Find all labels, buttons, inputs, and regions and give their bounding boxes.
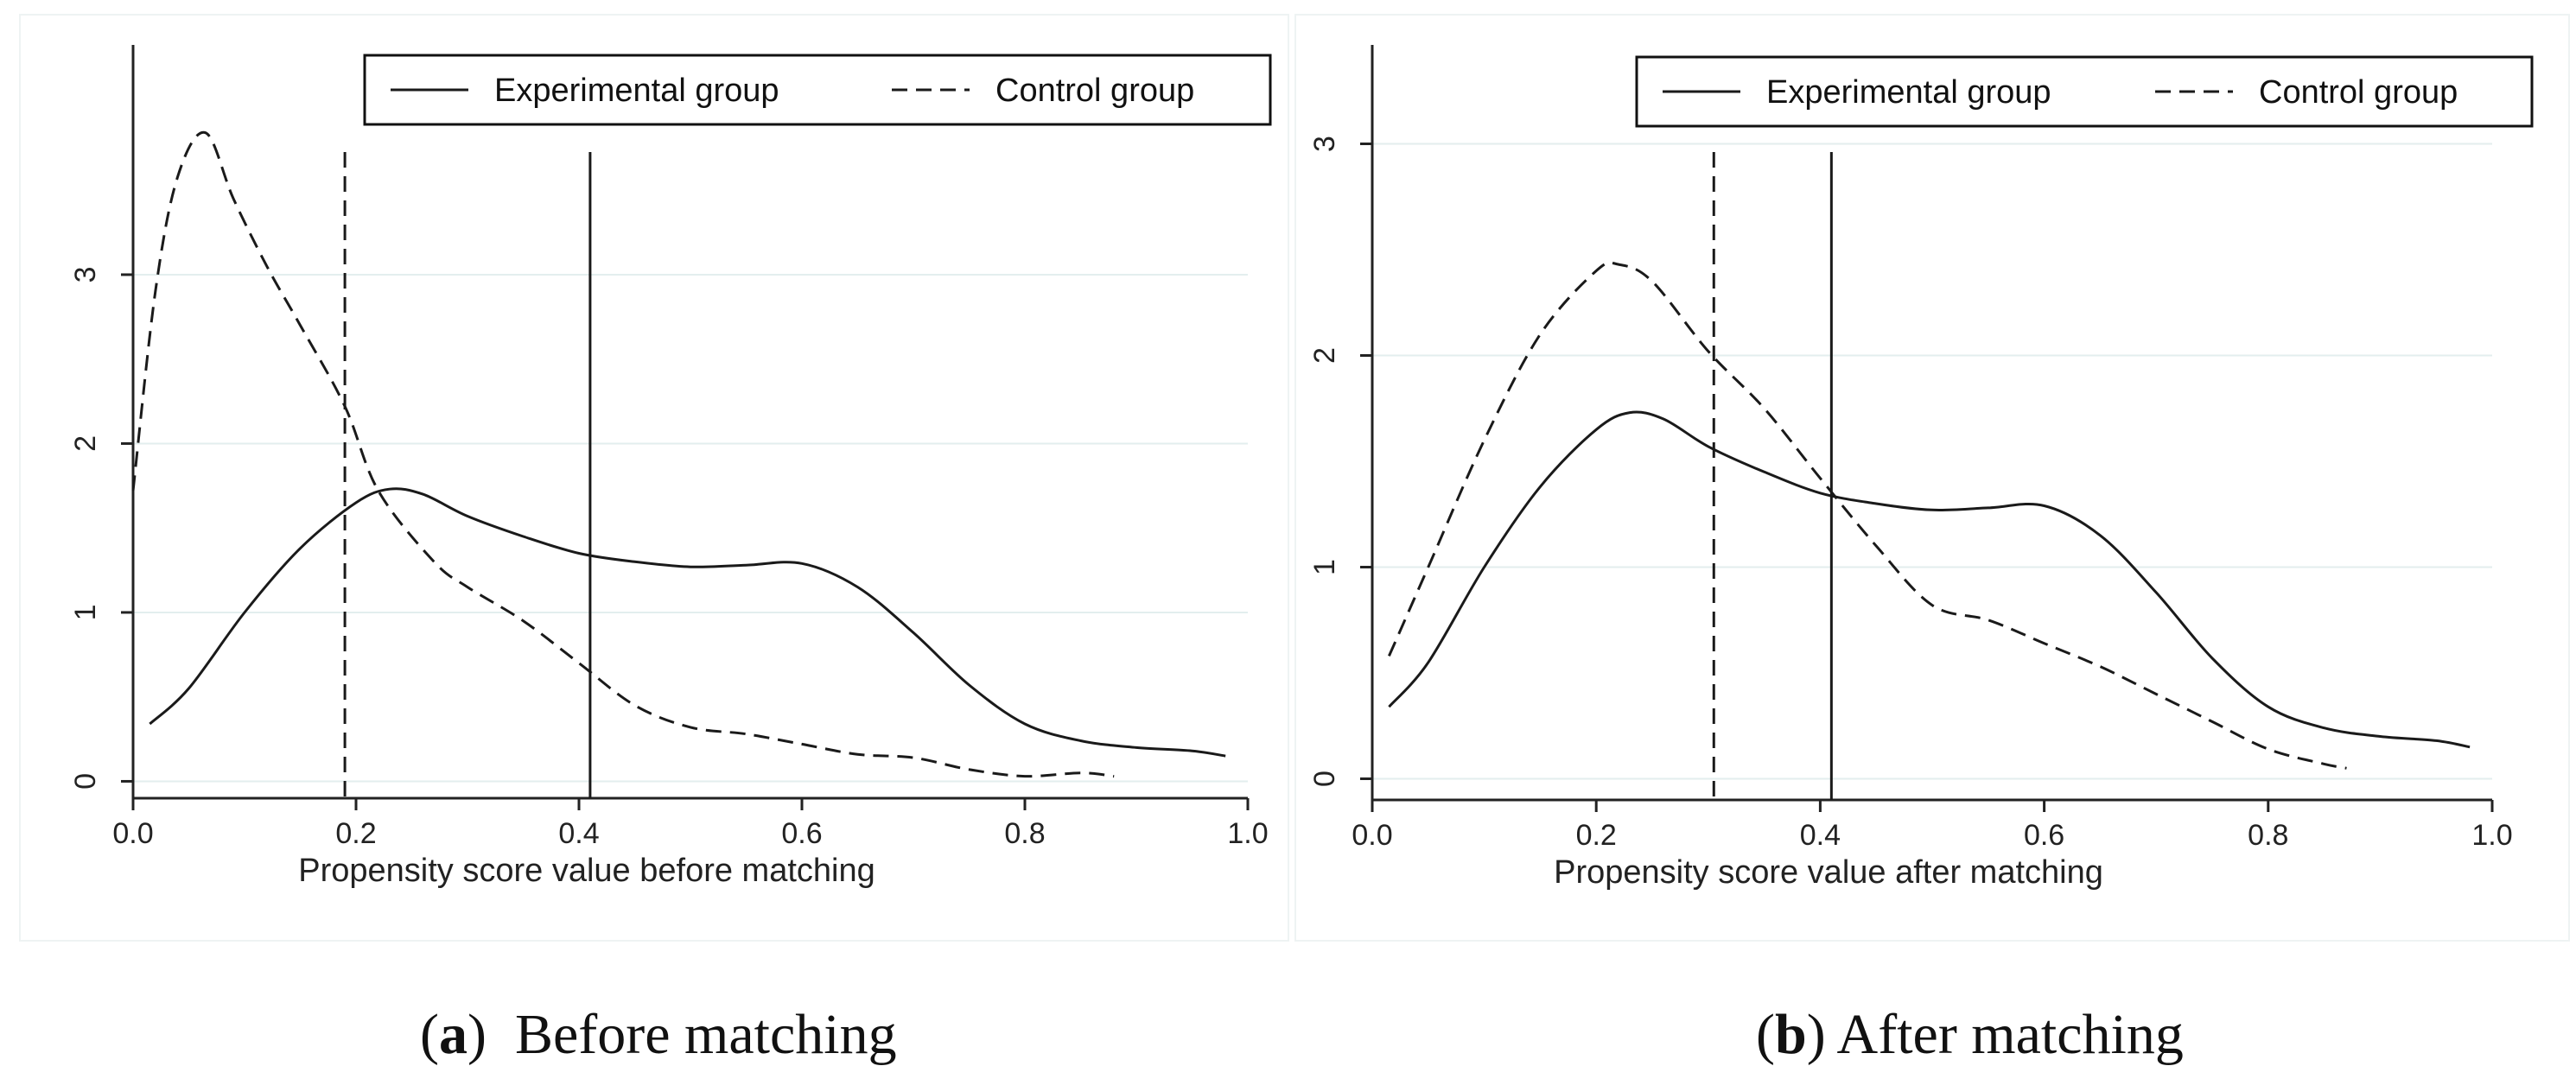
x-tick-label: 0.0	[1352, 819, 1392, 852]
y-tick-label: 0	[69, 773, 102, 790]
legend-experimental-label: Experimental group	[494, 73, 779, 109]
x-tick-label: 1.0	[2471, 819, 2512, 852]
chart-before-matching: 0 1 2 3 0.0 0.2 0.4 0.6 0.8 1.0 Propensity score v…	[69, 45, 1272, 889]
x-tick-label: 0.8	[2248, 819, 2288, 852]
experimental-group-curve	[149, 487, 1226, 758]
x-tick-label: 0.6	[781, 817, 822, 850]
caption-after-matching: (b) After matching	[1756, 1003, 2184, 1066]
caption-before-matching: (a) Before matching	[420, 1003, 897, 1066]
legend-control-label: Control group	[995, 73, 1194, 109]
control-group-curve	[131, 130, 1115, 778]
legend-box	[1635, 55, 2534, 128]
x-tick-label: 0.0	[112, 817, 153, 850]
x-tick-label: 0.2	[335, 817, 376, 850]
legend-control-label: Control group	[2259, 74, 2458, 111]
y-tick-label: 2	[69, 435, 102, 452]
y-tick-label: 3	[69, 266, 102, 282]
x-tick-label: 0.6	[2024, 819, 2064, 852]
x-axis-title: Propensity score value before matching	[298, 853, 875, 889]
x-tick-label: 0.4	[1800, 819, 1841, 852]
x-tick-label: 0.4	[558, 817, 599, 850]
y-tick-label: 0	[1308, 771, 1341, 787]
y-tick-label: 3	[1308, 136, 1341, 152]
y-tick-label: 1	[1308, 559, 1341, 575]
chart-panel-before: 0 1 2 3 0.0 0.2 0.4 0.6 0.8 1.0 Propensity score v…	[19, 14, 1289, 942]
x-axis-title: Propensity score value after matching	[1554, 854, 2103, 891]
x-tick-label: 0.8	[1004, 817, 1045, 850]
legend-box	[363, 54, 1272, 126]
chart-panel-after: 0 1 2 3 0.0 0.2 0.4 0.6 0.8 1.0 Propensity score v…	[1294, 14, 2570, 942]
x-tick-label: 0.2	[1576, 819, 1617, 852]
experimental-group-curve	[1388, 410, 2471, 749]
x-tick-label: 1.0	[1227, 817, 1268, 850]
control-group-curve	[1388, 261, 2347, 770]
chart-after-matching: 0 1 2 3 0.0 0.2 0.4 0.6 0.8 1.0 Propensity score v…	[1308, 45, 2534, 891]
y-tick-label: 2	[1308, 347, 1341, 364]
y-tick-label: 1	[69, 604, 102, 620]
legend-experimental-label: Experimental group	[1766, 74, 2051, 111]
